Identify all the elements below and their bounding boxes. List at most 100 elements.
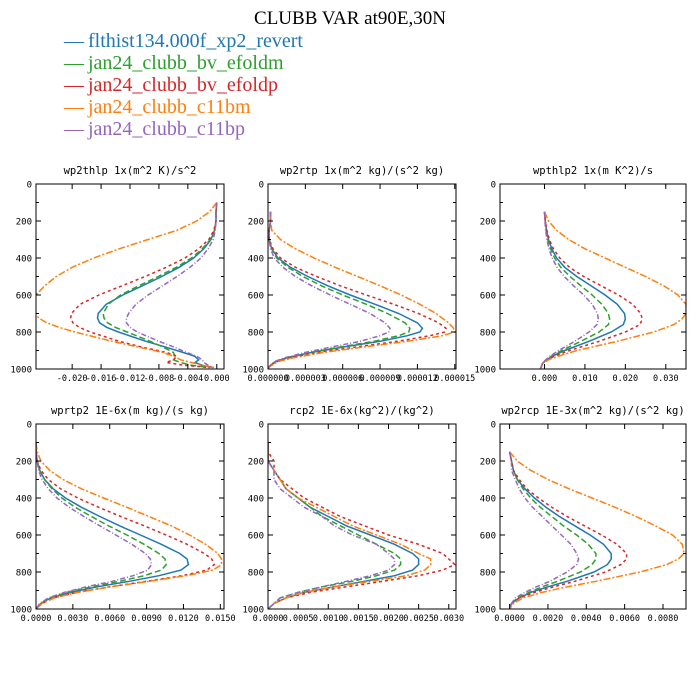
series-group	[268, 442, 456, 609]
x-tick-label: 0.0080	[648, 614, 679, 624]
series-group	[539, 211, 686, 369]
y-tick-label: 1000	[474, 366, 496, 376]
y-tick-label: 600	[480, 292, 496, 302]
series-line	[125, 202, 218, 369]
x-tick-label: 0.0000	[494, 614, 525, 624]
series-line	[268, 211, 391, 369]
legend-item: — jan24_clubb_bv_efoldm	[64, 52, 303, 74]
y-tick-label: 200	[248, 218, 264, 228]
y-tick-label: 400	[16, 255, 32, 265]
x-tick-label: 0.0040	[571, 614, 602, 624]
x-tick-label: 0.020	[613, 374, 639, 384]
legend-label: flthist134.000f_xp2_revert	[88, 29, 303, 52]
x-tick-label: 0.0015	[343, 614, 374, 624]
x-tick-label: 0.000012	[397, 374, 438, 384]
y-tick-label: 600	[16, 292, 32, 302]
legend-line-glyph: —	[64, 73, 84, 96]
series-group	[508, 451, 685, 609]
x-tick-label: 0.000003	[285, 374, 326, 384]
x-tick-label: 0.000	[532, 374, 558, 384]
series-line	[508, 451, 580, 609]
y-tick-label: 1000	[242, 606, 264, 616]
series-line	[268, 211, 411, 369]
y-tick-label: 200	[480, 458, 496, 468]
x-tick-label: 0.0030	[58, 614, 89, 624]
x-tick-label: 0.0090	[131, 614, 162, 624]
series-line	[268, 442, 456, 609]
y-tick-label: 600	[480, 532, 496, 542]
y-tick-label: 200	[16, 218, 32, 228]
subplot: rcp2 1E-6x(kg^2)/(kg^2) 0 200 400 600 800 1000…	[242, 405, 464, 624]
series-group	[36, 202, 218, 369]
subplot-title: wpthlp2 1x(m K^2)/s	[533, 165, 653, 177]
legend-item: — jan24_clubb_c11bm	[64, 96, 303, 118]
y-tick-label: 800	[16, 329, 32, 339]
subplot: wprtp2 1E-6x(m kg)/(s kg) 0 200 400 600 800 10…	[10, 405, 235, 624]
series-line	[268, 211, 447, 369]
y-tick-label: 400	[480, 255, 496, 265]
plot-frame	[35, 183, 225, 370]
series-line	[508, 451, 612, 609]
series-line	[508, 451, 597, 609]
legend-line-glyph: —	[64, 95, 84, 118]
x-tick-label: -0.016	[86, 374, 117, 384]
x-tick-label: 0.030	[653, 374, 679, 384]
y-tick-label: 400	[16, 495, 32, 505]
series-line	[539, 211, 644, 369]
legend-label: jan24_clubb_c11bm	[88, 95, 251, 118]
x-tick-label: 0.0030	[433, 614, 464, 624]
x-tick-label: -0.008	[144, 374, 175, 384]
legend-line-glyph: —	[64, 29, 84, 52]
series-group	[36, 442, 223, 609]
x-tick-label: 0.0020	[533, 614, 564, 624]
y-tick-label: 200	[248, 458, 264, 468]
legend-line-glyph: —	[64, 117, 84, 140]
series-group	[268, 211, 456, 369]
y-tick-label: 0	[27, 181, 32, 191]
y-tick-label: 200	[480, 218, 496, 228]
x-tick-label: 0.000006	[322, 374, 363, 384]
y-tick-label: 800	[248, 329, 264, 339]
y-tick-label: 600	[248, 292, 264, 302]
legend-label: jan24_clubb_bv_efoldm	[88, 51, 284, 74]
plot-frame	[267, 183, 457, 370]
x-tick-label: 0.0025	[403, 614, 434, 624]
legend: — flthist134.000f_xp2_revert — jan24_clu…	[64, 30, 303, 140]
y-tick-label: 0	[259, 421, 264, 431]
x-tick-label: 0.000009	[360, 374, 401, 384]
subplot-title: wp2thlp 1x(m^2 K)/s^2	[64, 165, 197, 177]
x-tick-label: 0.0020	[373, 614, 404, 624]
x-tick-label: 0.0120	[168, 614, 199, 624]
subplot: wpthlp2 1x(m K^2)/s 0 200 400 600 800 1000 0.00…	[474, 165, 687, 384]
series-line	[268, 211, 456, 369]
y-tick-label: 0	[259, 181, 264, 191]
series-line	[268, 442, 432, 609]
series-line	[36, 442, 223, 609]
x-tick-label: -0.012	[115, 374, 146, 384]
subplot-title: wp2rcp 1E-3x(m^2 kg)/(s^2 kg)	[501, 405, 684, 417]
y-tick-label: 0	[27, 421, 32, 431]
x-tick-label: 0.000015	[434, 374, 475, 384]
x-tick-label: 0.0150	[205, 614, 236, 624]
x-tick-label: 0.000	[204, 374, 230, 384]
y-tick-label: 800	[248, 569, 264, 579]
subplot: wp2rcp 1E-3x(m^2 kg)/(s^2 kg) 0 200 400 600 8…	[474, 405, 687, 624]
series-line	[508, 451, 685, 609]
series-line	[36, 442, 153, 609]
series-line	[539, 211, 627, 369]
x-tick-label: 0.0060	[609, 614, 640, 624]
legend-item: — jan24_clubb_c11bp	[64, 118, 303, 140]
series-line	[36, 442, 190, 609]
x-tick-label: 0.0000	[21, 614, 52, 624]
y-tick-label: 600	[248, 532, 264, 542]
x-tick-label: 0.010	[572, 374, 598, 384]
y-tick-label: 1000	[474, 606, 496, 616]
subplot-title: wp2rtp 1x(m^2 kg)/(s^2 kg)	[280, 165, 444, 177]
y-tick-label: 400	[480, 495, 496, 505]
y-tick-label: 1000	[10, 606, 32, 616]
figure-title: CLUBB VAR at90E,30N	[254, 8, 446, 29]
series-line	[268, 442, 420, 609]
series-line	[36, 202, 218, 369]
